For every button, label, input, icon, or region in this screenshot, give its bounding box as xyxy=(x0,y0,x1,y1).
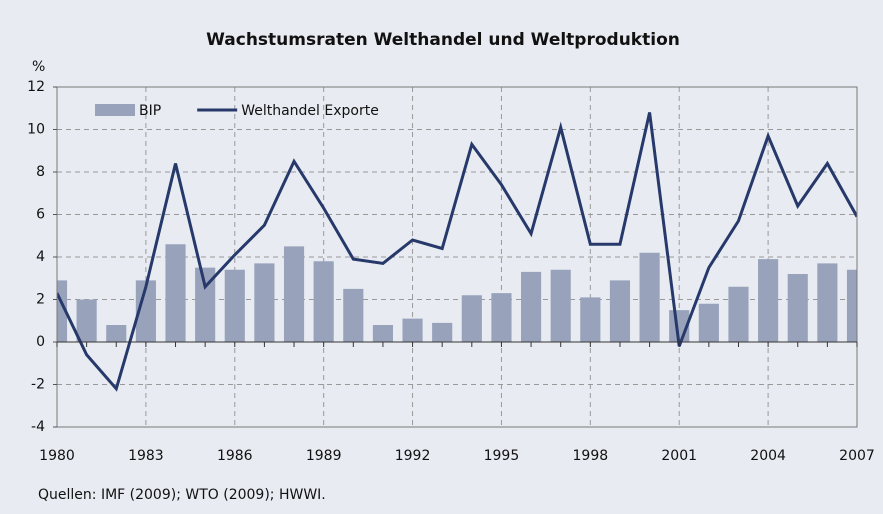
bar xyxy=(550,269,571,342)
x-tick-label: 1980 xyxy=(39,448,75,464)
bar xyxy=(135,280,156,342)
bar xyxy=(254,263,275,342)
y-tick-label: 12 xyxy=(27,79,45,95)
y-tick-label: -4 xyxy=(31,419,45,435)
legend-swatch xyxy=(95,104,135,116)
bar xyxy=(461,295,482,342)
x-tick-label: 2001 xyxy=(661,448,697,464)
x-tick-label: 1998 xyxy=(573,448,609,464)
bar xyxy=(195,267,216,342)
bar xyxy=(313,261,334,342)
bar xyxy=(817,263,838,342)
x-tick-label: 1995 xyxy=(484,448,520,464)
bar xyxy=(165,244,186,342)
bar xyxy=(402,318,423,342)
x-tick-label: 1989 xyxy=(306,448,342,464)
bar xyxy=(76,299,97,342)
axes: -4 -2 0 2 4 6 8 10 12 1980 1983 1986 1989 1992 1995 199… xyxy=(27,79,875,464)
y-tick-label: 2 xyxy=(36,292,45,308)
bars xyxy=(57,244,857,342)
y-tick-label: 6 xyxy=(36,207,45,223)
bar xyxy=(698,303,719,342)
bar xyxy=(106,325,127,342)
x-tick-label: 2004 xyxy=(750,448,786,464)
bar xyxy=(343,288,364,342)
bar xyxy=(787,274,808,342)
legend-label: BIP xyxy=(139,103,161,119)
x-tick-label: 2007 xyxy=(839,448,875,464)
bar xyxy=(283,246,305,342)
bar xyxy=(521,271,542,342)
bar xyxy=(609,280,631,342)
bar xyxy=(846,269,857,342)
bar xyxy=(580,297,601,342)
x-tick-label: 1983 xyxy=(128,448,164,464)
y-tick-label: 4 xyxy=(36,249,45,265)
lines xyxy=(57,112,857,392)
legend-label: Welthandel Exporte xyxy=(241,103,379,119)
y-axis-label: % xyxy=(32,59,45,75)
source-note: Quellen: IMF (2009); WTO (2009); HWWI. xyxy=(38,487,326,503)
bar xyxy=(432,322,453,342)
x-tick-label: 1992 xyxy=(395,448,431,464)
y-tick-label: -2 xyxy=(31,377,45,393)
bar xyxy=(224,269,245,342)
y-tick-label: 8 xyxy=(36,164,45,180)
x-tick-label: 1986 xyxy=(217,448,253,464)
y-tick-label: 0 xyxy=(36,334,45,350)
line xyxy=(57,112,857,392)
chart-title: Wachstumsraten Welthandel und Weltproduk… xyxy=(206,30,680,50)
bar xyxy=(57,280,68,342)
bar xyxy=(491,293,512,342)
bar xyxy=(728,286,749,342)
y-tick-label: 10 xyxy=(27,122,45,138)
bar xyxy=(639,252,660,342)
bar xyxy=(372,325,393,342)
bar xyxy=(758,259,779,342)
